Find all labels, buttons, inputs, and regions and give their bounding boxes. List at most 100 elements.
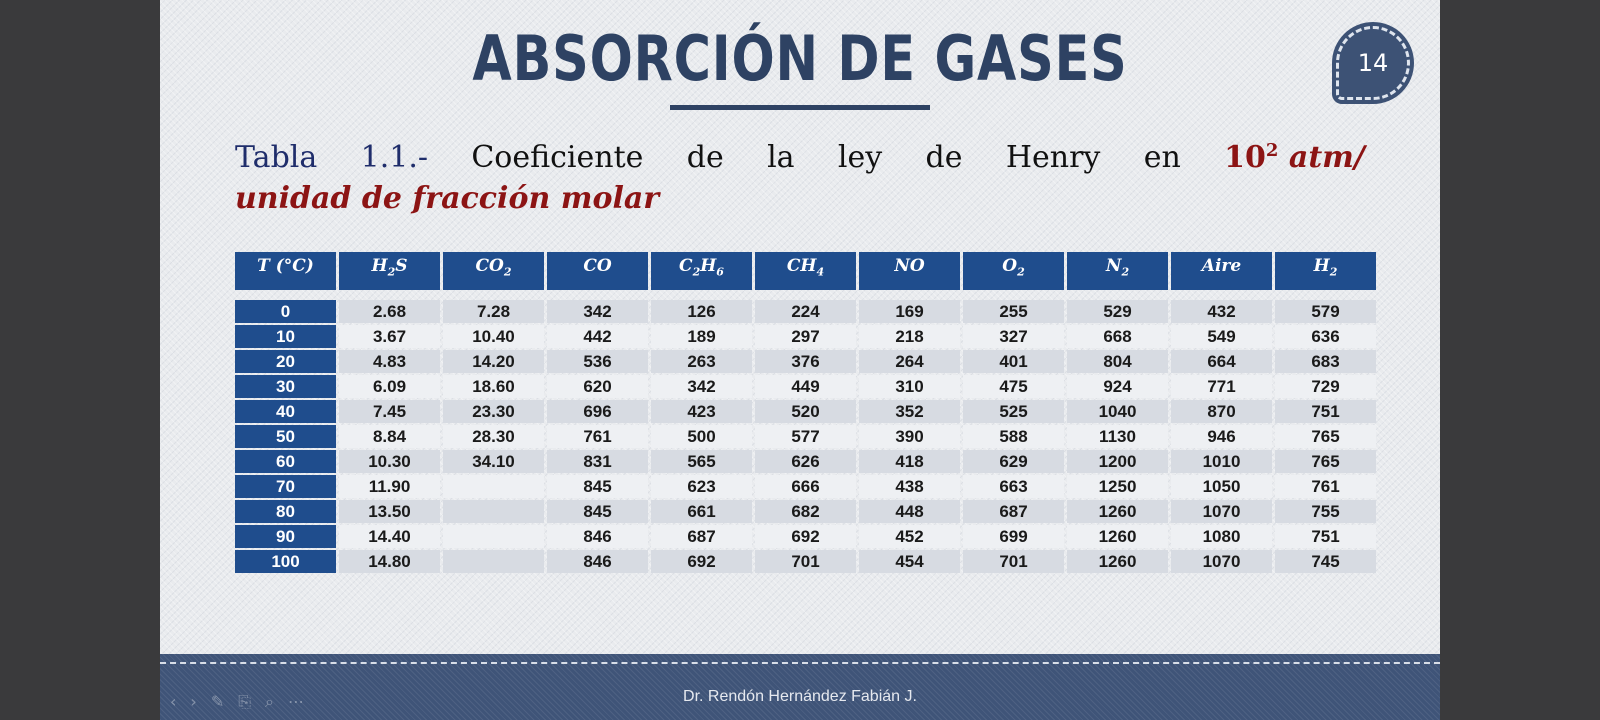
table-cell: 765 [1275,450,1376,473]
table-cell: 7.45 [339,400,440,423]
caption-word: Henry [1005,140,1101,175]
table-cell: 846 [547,525,648,548]
table-cell: 525 [963,400,1064,423]
table-cell: 13.50 [339,500,440,523]
header-main: N [1105,256,1122,276]
player-control-icon[interactable]: › [190,692,197,711]
caption-word: de [925,140,963,175]
table-cell: 682 [755,500,856,523]
caption-word: ley [837,140,883,175]
table-cell: 1070 [1171,500,1272,523]
header-main: CH [786,256,817,276]
table-cell: 1040 [1067,400,1168,423]
header-main: NO [894,256,925,276]
header-main: CO [583,256,612,276]
caption-unit: 102 atm/ [1224,140,1365,175]
header-subscript: 4 [816,265,825,279]
presentation-controls: ‹ › ✎ ⎘ ⌕ ⋯ [170,692,304,712]
caption-line-1: Tabla 1.1.- Coeficiente de la ley de Hen… [235,140,1365,175]
header-subscript: 2 [1017,265,1025,279]
table-cell: 663 [963,475,1064,498]
footer-author: Dr. Rendón Hernández Fabián J. [683,688,917,705]
table-cell: 1260 [1067,550,1168,573]
table-cell: 376 [755,350,856,373]
header-main: CO [475,256,504,276]
table-cell: 745 [1275,550,1376,573]
player-control-icon[interactable]: ✎ [210,692,225,711]
temperature-cell: 100 [235,550,336,573]
table-cell: 34.10 [443,450,544,473]
player-control-icon[interactable]: ⋯ [288,692,304,711]
table-cell: 701 [963,550,1064,573]
caption-line-2: unidad de fracción molar [235,181,660,216]
table-cell: 626 [755,450,856,473]
table-cell: 623 [651,475,752,498]
header-tail: H [700,256,717,276]
table-cell: 729 [1275,375,1376,398]
table-cell: 218 [859,325,960,348]
temperature-cell: 70 [235,475,336,498]
table-row: 70 11.90 845 623 666 438 663 1250 1050 761 [235,475,1376,498]
table-cell: 666 [755,475,856,498]
table-cell: 448 [859,500,960,523]
temperature-cell: 80 [235,500,336,523]
table-cell: 751 [1275,400,1376,423]
table-cell: 7.28 [443,300,544,323]
player-control-icon[interactable]: ⌕ [265,692,274,711]
table-cell: 687 [651,525,752,548]
header-spacer [235,292,1376,298]
table-cell: 761 [547,425,648,448]
page-number-badge: 14 [1336,26,1410,100]
caption-word: Coeficiente [471,140,644,175]
table-cell: 327 [963,325,1064,348]
table-cell: 529 [1067,300,1168,323]
table-cell: 4.83 [339,350,440,373]
caption-word: en [1143,140,1181,175]
table-cell: 14.80 [339,550,440,573]
table-cell: 924 [1067,375,1168,398]
table-cell: 10.40 [443,325,544,348]
table-cell: 549 [1171,325,1272,348]
table-cell: 2.68 [339,300,440,323]
table-cell: 11.90 [339,475,440,498]
table-cell: 352 [859,400,960,423]
table-cell: 636 [1275,325,1376,348]
table-cell: 454 [859,550,960,573]
table-cell: 620 [547,375,648,398]
table-cell: 588 [963,425,1064,448]
table-cell: 701 [755,550,856,573]
table-cell: 668 [1067,325,1168,348]
header-main: H [1313,256,1330,276]
table-cell: 255 [963,300,1064,323]
table-cell: 577 [755,425,856,448]
table-cell: 310 [859,375,960,398]
table-cell: 14.20 [443,350,544,373]
temperature-cell: 90 [235,525,336,548]
table-cell: 1050 [1171,475,1272,498]
player-control-icon[interactable]: ⎘ [238,692,252,711]
table-cell: 264 [859,350,960,373]
table-cell: 423 [651,400,752,423]
table-cell: 870 [1171,400,1272,423]
table-row: 0 2.68 7.28 342 126 224 169 255 529 432 579 [235,300,1376,323]
unit-exponent: 2 [1265,140,1279,161]
table-cell: 418 [859,450,960,473]
table-cell: 687 [963,500,1064,523]
header-subscript: 2 [387,265,396,279]
header-subscript: 2 [1329,265,1338,279]
table-cell: 438 [859,475,960,498]
table-cell: 692 [755,525,856,548]
player-control-icon[interactable]: ‹ [170,692,177,711]
table-cell: 1200 [1067,450,1168,473]
unit-base: 10 [1224,140,1266,175]
table-cell: 1070 [1171,550,1272,573]
table-cell: 189 [651,325,752,348]
footer-stitch-line [160,662,1440,664]
table-cell [443,500,544,523]
table-cell: 1260 [1067,525,1168,548]
table-cell: 297 [755,325,856,348]
table-row: 60 10.30 34.10 831 565 626 418 629 1200 1010 765 [235,450,1376,473]
caption-word: de [686,140,724,175]
table-cell: 520 [755,400,856,423]
table-cell: 169 [859,300,960,323]
